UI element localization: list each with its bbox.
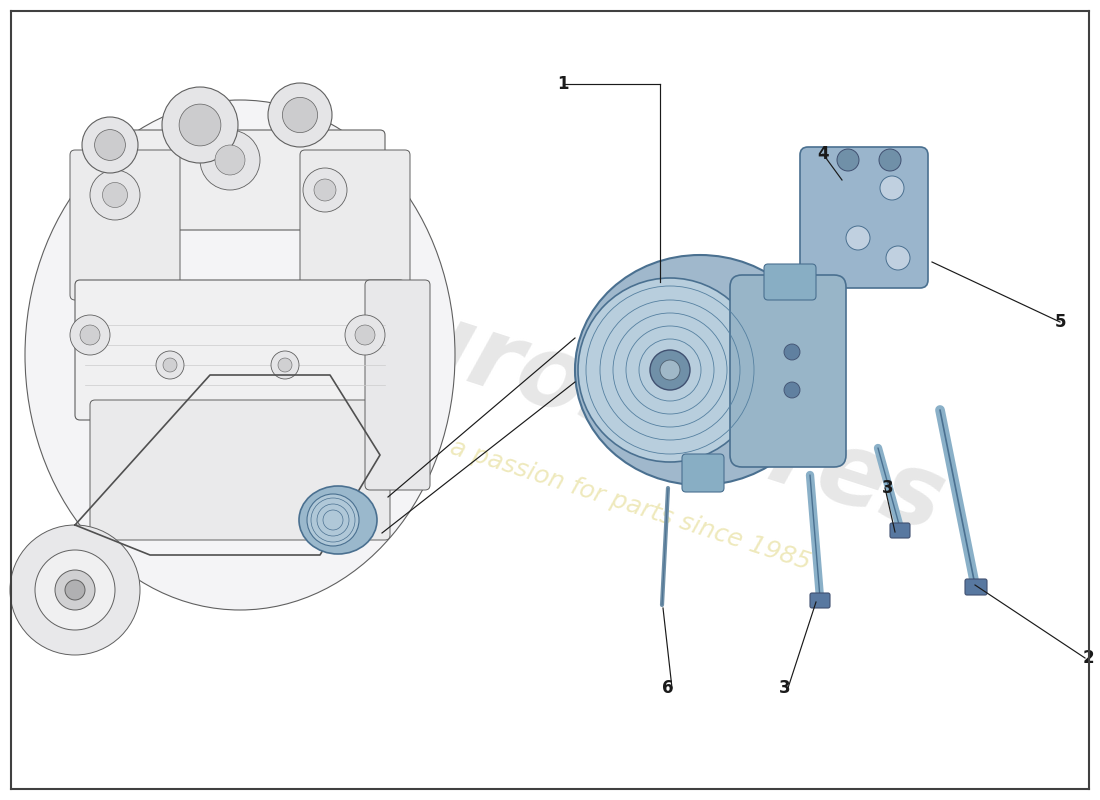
Circle shape	[10, 525, 140, 655]
Circle shape	[163, 358, 177, 372]
Circle shape	[278, 358, 292, 372]
Text: 6: 6	[662, 679, 673, 697]
FancyBboxPatch shape	[300, 150, 410, 300]
Circle shape	[307, 494, 359, 546]
Text: a passion for parts since 1985: a passion for parts since 1985	[447, 435, 813, 574]
Circle shape	[880, 176, 904, 200]
Circle shape	[345, 315, 385, 355]
Circle shape	[35, 550, 116, 630]
Circle shape	[55, 570, 95, 610]
Circle shape	[271, 351, 299, 379]
FancyBboxPatch shape	[730, 275, 846, 467]
Circle shape	[179, 104, 221, 146]
FancyBboxPatch shape	[965, 579, 987, 595]
FancyBboxPatch shape	[810, 593, 830, 608]
Ellipse shape	[25, 100, 455, 610]
Circle shape	[82, 117, 138, 173]
Circle shape	[660, 360, 680, 380]
FancyBboxPatch shape	[95, 130, 385, 230]
Circle shape	[879, 149, 901, 171]
Circle shape	[156, 351, 184, 379]
Text: 5: 5	[1054, 313, 1066, 331]
Circle shape	[846, 226, 870, 250]
FancyBboxPatch shape	[764, 264, 816, 300]
FancyBboxPatch shape	[365, 280, 430, 490]
Circle shape	[283, 98, 318, 133]
Circle shape	[302, 168, 346, 212]
Circle shape	[214, 145, 245, 175]
Text: 3: 3	[779, 679, 791, 697]
Circle shape	[90, 170, 140, 220]
Circle shape	[268, 83, 332, 147]
FancyBboxPatch shape	[90, 400, 390, 540]
Circle shape	[784, 344, 800, 360]
FancyBboxPatch shape	[890, 523, 910, 538]
Circle shape	[200, 130, 260, 190]
Circle shape	[837, 149, 859, 171]
Circle shape	[162, 87, 238, 163]
Circle shape	[80, 325, 100, 345]
Circle shape	[578, 278, 762, 462]
FancyBboxPatch shape	[800, 147, 928, 288]
Ellipse shape	[575, 255, 825, 485]
FancyBboxPatch shape	[682, 454, 724, 492]
Circle shape	[95, 130, 125, 160]
Text: 4: 4	[817, 145, 828, 163]
Circle shape	[70, 315, 110, 355]
Ellipse shape	[299, 486, 377, 554]
Circle shape	[65, 580, 85, 600]
Text: 1: 1	[558, 75, 569, 93]
Circle shape	[314, 179, 336, 201]
FancyBboxPatch shape	[75, 280, 405, 420]
Text: 3: 3	[882, 479, 894, 497]
Circle shape	[784, 382, 800, 398]
Circle shape	[355, 325, 375, 345]
Circle shape	[886, 246, 910, 270]
Text: 2: 2	[1082, 649, 1093, 667]
Circle shape	[102, 182, 128, 207]
Circle shape	[650, 350, 690, 390]
Text: eurospares: eurospares	[324, 266, 956, 554]
FancyBboxPatch shape	[70, 150, 180, 300]
